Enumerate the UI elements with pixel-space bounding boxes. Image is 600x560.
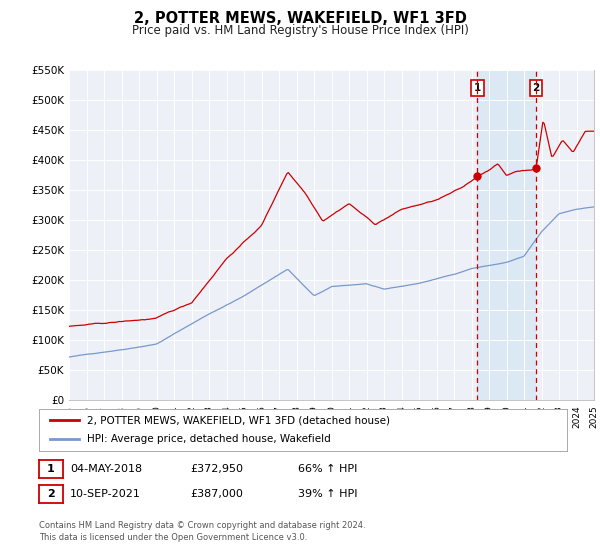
Text: 2: 2 xyxy=(532,83,540,93)
Bar xyxy=(478,70,536,400)
Text: 1: 1 xyxy=(474,83,481,93)
Text: HPI: Average price, detached house, Wakefield: HPI: Average price, detached house, Wake… xyxy=(86,434,330,444)
Text: 10-SEP-2021: 10-SEP-2021 xyxy=(70,489,141,499)
Text: 2, POTTER MEWS, WAKEFIELD, WF1 3FD (detached house): 2, POTTER MEWS, WAKEFIELD, WF1 3FD (deta… xyxy=(86,415,389,425)
Text: Contains HM Land Registry data © Crown copyright and database right 2024.
This d: Contains HM Land Registry data © Crown c… xyxy=(39,521,365,542)
Text: 1: 1 xyxy=(47,464,55,474)
Text: Price paid vs. HM Land Registry's House Price Index (HPI): Price paid vs. HM Land Registry's House … xyxy=(131,24,469,36)
Text: 39% ↑ HPI: 39% ↑ HPI xyxy=(298,489,358,499)
Text: £387,000: £387,000 xyxy=(190,489,243,499)
Text: 2, POTTER MEWS, WAKEFIELD, WF1 3FD: 2, POTTER MEWS, WAKEFIELD, WF1 3FD xyxy=(134,11,466,26)
Text: 66% ↑ HPI: 66% ↑ HPI xyxy=(298,464,358,474)
Text: 04-MAY-2018: 04-MAY-2018 xyxy=(70,464,142,474)
Text: 2: 2 xyxy=(47,489,55,499)
Text: £372,950: £372,950 xyxy=(190,464,243,474)
